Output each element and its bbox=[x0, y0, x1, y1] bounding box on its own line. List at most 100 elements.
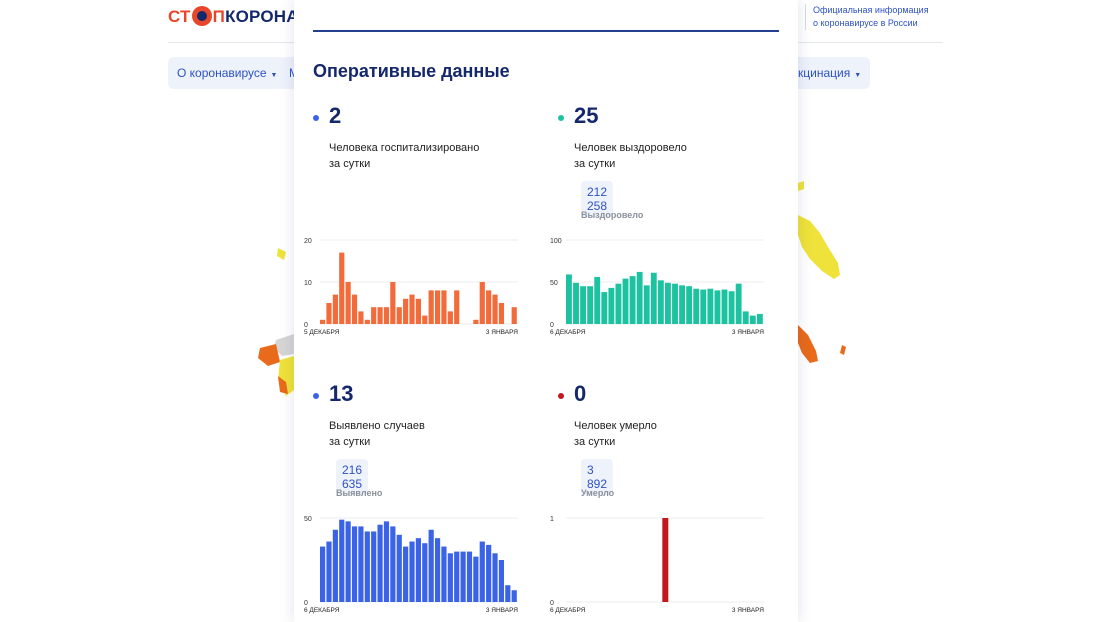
bar[interactable] bbox=[434, 538, 441, 602]
bar[interactable] bbox=[498, 560, 505, 602]
bar[interactable] bbox=[721, 289, 728, 324]
bar[interactable] bbox=[473, 556, 479, 602]
bar[interactable] bbox=[492, 553, 498, 602]
bar[interactable] bbox=[498, 303, 505, 324]
bar[interactable] bbox=[403, 298, 409, 324]
bar[interactable] bbox=[390, 526, 396, 602]
bar[interactable] bbox=[492, 294, 498, 324]
bar[interactable] bbox=[403, 546, 409, 602]
bar[interactable] bbox=[511, 307, 517, 324]
bar[interactable] bbox=[742, 311, 749, 324]
bar[interactable] bbox=[390, 282, 396, 324]
bar[interactable] bbox=[409, 541, 415, 602]
bar[interactable] bbox=[601, 292, 608, 324]
bar[interactable] bbox=[364, 319, 370, 324]
bar[interactable] bbox=[479, 282, 485, 324]
bar[interactable] bbox=[587, 286, 594, 324]
bar[interactable] bbox=[615, 283, 622, 324]
bar[interactable] bbox=[573, 282, 579, 324]
bar[interactable] bbox=[580, 286, 587, 324]
bar[interactable] bbox=[415, 538, 421, 602]
bar[interactable] bbox=[749, 315, 756, 324]
bar[interactable] bbox=[756, 313, 763, 324]
bar[interactable] bbox=[636, 271, 643, 324]
bar[interactable] bbox=[473, 319, 479, 324]
bar[interactable] bbox=[566, 274, 572, 324]
map-region[interactable] bbox=[274, 334, 294, 356]
bar[interactable] bbox=[358, 311, 364, 324]
bar[interactable] bbox=[454, 551, 460, 602]
bar[interactable] bbox=[441, 546, 447, 602]
bar[interactable] bbox=[479, 541, 485, 602]
bar[interactable] bbox=[358, 526, 364, 602]
bar[interactable] bbox=[700, 289, 707, 324]
bar[interactable] bbox=[434, 290, 441, 324]
map-region[interactable] bbox=[798, 181, 804, 191]
bar[interactable] bbox=[665, 282, 671, 324]
bar[interactable] bbox=[345, 282, 351, 324]
bar[interactable] bbox=[415, 298, 421, 324]
bar[interactable] bbox=[454, 290, 460, 324]
bar[interactable] bbox=[447, 553, 453, 602]
bar[interactable] bbox=[345, 521, 351, 602]
bar[interactable] bbox=[320, 546, 326, 602]
bar[interactable] bbox=[428, 529, 434, 602]
map-region[interactable] bbox=[798, 215, 840, 279]
bar[interactable] bbox=[339, 252, 345, 324]
bar[interactable] bbox=[505, 585, 511, 602]
bar[interactable] bbox=[377, 524, 383, 602]
bar[interactable] bbox=[364, 531, 370, 602]
bar[interactable] bbox=[422, 315, 428, 324]
bar[interactable] bbox=[332, 294, 338, 324]
panel-title: Оперативные данные bbox=[313, 61, 510, 81]
bar[interactable] bbox=[486, 544, 492, 602]
bar[interactable] bbox=[447, 311, 453, 324]
bar[interactable] bbox=[629, 276, 636, 324]
bar[interactable] bbox=[707, 288, 714, 324]
map-region[interactable] bbox=[278, 376, 288, 394]
bar[interactable] bbox=[686, 286, 693, 324]
bar[interactable] bbox=[608, 287, 615, 324]
bar[interactable] bbox=[693, 288, 700, 324]
map-region[interactable] bbox=[798, 325, 818, 363]
nav-about-coronavirus[interactable]: О коронавирусе ▼ bbox=[168, 57, 287, 89]
bar[interactable] bbox=[383, 307, 390, 324]
bar[interactable] bbox=[441, 290, 447, 324]
bar[interactable] bbox=[332, 529, 338, 602]
bar[interactable] bbox=[409, 294, 415, 324]
bar[interactable] bbox=[383, 521, 390, 602]
bar[interactable] bbox=[396, 307, 402, 324]
bar[interactable] bbox=[351, 294, 358, 324]
bar[interactable] bbox=[486, 290, 492, 324]
bar[interactable] bbox=[371, 307, 377, 324]
bar[interactable] bbox=[650, 272, 657, 324]
map-region[interactable] bbox=[258, 344, 280, 366]
bar[interactable] bbox=[643, 285, 650, 324]
bar[interactable] bbox=[339, 519, 345, 602]
bar[interactable] bbox=[622, 278, 629, 324]
bar[interactable] bbox=[714, 290, 721, 324]
bar[interactable] bbox=[396, 534, 402, 602]
bar[interactable] bbox=[326, 303, 332, 324]
bar[interactable] bbox=[466, 551, 473, 602]
bar[interactable] bbox=[511, 590, 517, 602]
bar[interactable] bbox=[377, 307, 383, 324]
bar[interactable] bbox=[460, 551, 466, 602]
bar[interactable] bbox=[351, 526, 358, 602]
bar[interactable] bbox=[428, 290, 434, 324]
map-region[interactable] bbox=[840, 345, 846, 355]
bar[interactable] bbox=[728, 291, 735, 324]
russia-map-right[interactable] bbox=[798, 175, 858, 375]
bar[interactable] bbox=[594, 276, 601, 324]
bar[interactable] bbox=[662, 518, 669, 602]
russia-map-left[interactable] bbox=[250, 230, 300, 400]
bar[interactable] bbox=[672, 283, 678, 324]
bar[interactable] bbox=[657, 280, 664, 324]
bar[interactable] bbox=[735, 283, 742, 324]
bar[interactable] bbox=[679, 285, 686, 324]
bar[interactable] bbox=[320, 319, 326, 324]
bar[interactable] bbox=[422, 543, 428, 602]
bar[interactable] bbox=[371, 531, 377, 602]
map-region[interactable] bbox=[277, 248, 286, 260]
bar[interactable] bbox=[326, 541, 332, 602]
